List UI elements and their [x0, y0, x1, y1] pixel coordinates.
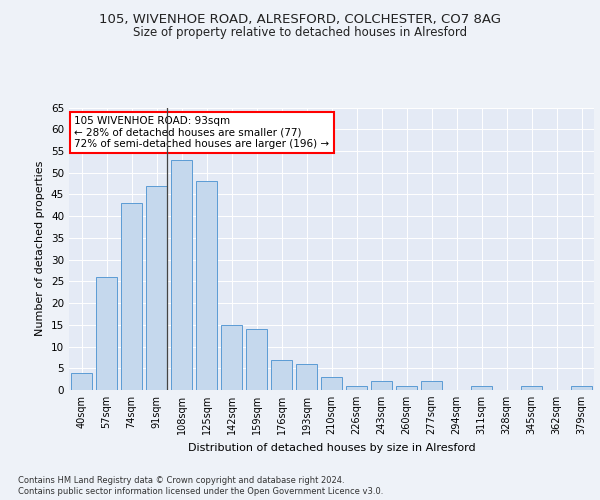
Bar — [171, 160, 192, 390]
Bar — [396, 386, 417, 390]
Bar — [96, 277, 117, 390]
Bar — [571, 386, 592, 390]
X-axis label: Distribution of detached houses by size in Alresford: Distribution of detached houses by size … — [188, 442, 475, 452]
Text: 105 WIVENHOE ROAD: 93sqm
← 28% of detached houses are smaller (77)
72% of semi-d: 105 WIVENHOE ROAD: 93sqm ← 28% of detach… — [74, 116, 329, 149]
Text: Contains HM Land Registry data © Crown copyright and database right 2024.: Contains HM Land Registry data © Crown c… — [18, 476, 344, 485]
Bar — [196, 182, 217, 390]
Bar — [471, 386, 492, 390]
Text: 105, WIVENHOE ROAD, ALRESFORD, COLCHESTER, CO7 8AG: 105, WIVENHOE ROAD, ALRESFORD, COLCHESTE… — [99, 12, 501, 26]
Bar — [71, 372, 92, 390]
Text: Contains public sector information licensed under the Open Government Licence v3: Contains public sector information licen… — [18, 488, 383, 496]
Bar — [296, 364, 317, 390]
Bar — [321, 377, 342, 390]
Bar — [521, 386, 542, 390]
Y-axis label: Number of detached properties: Number of detached properties — [35, 161, 46, 336]
Bar — [246, 329, 267, 390]
Bar — [121, 203, 142, 390]
Text: Size of property relative to detached houses in Alresford: Size of property relative to detached ho… — [133, 26, 467, 39]
Bar — [221, 325, 242, 390]
Bar — [421, 382, 442, 390]
Bar — [146, 186, 167, 390]
Bar — [271, 360, 292, 390]
Bar — [346, 386, 367, 390]
Bar — [371, 382, 392, 390]
